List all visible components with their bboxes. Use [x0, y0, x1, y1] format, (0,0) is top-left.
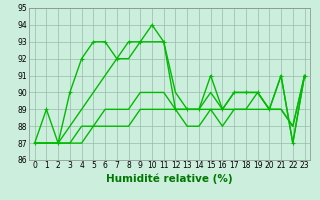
X-axis label: Humidité relative (%): Humidité relative (%) [106, 173, 233, 184]
